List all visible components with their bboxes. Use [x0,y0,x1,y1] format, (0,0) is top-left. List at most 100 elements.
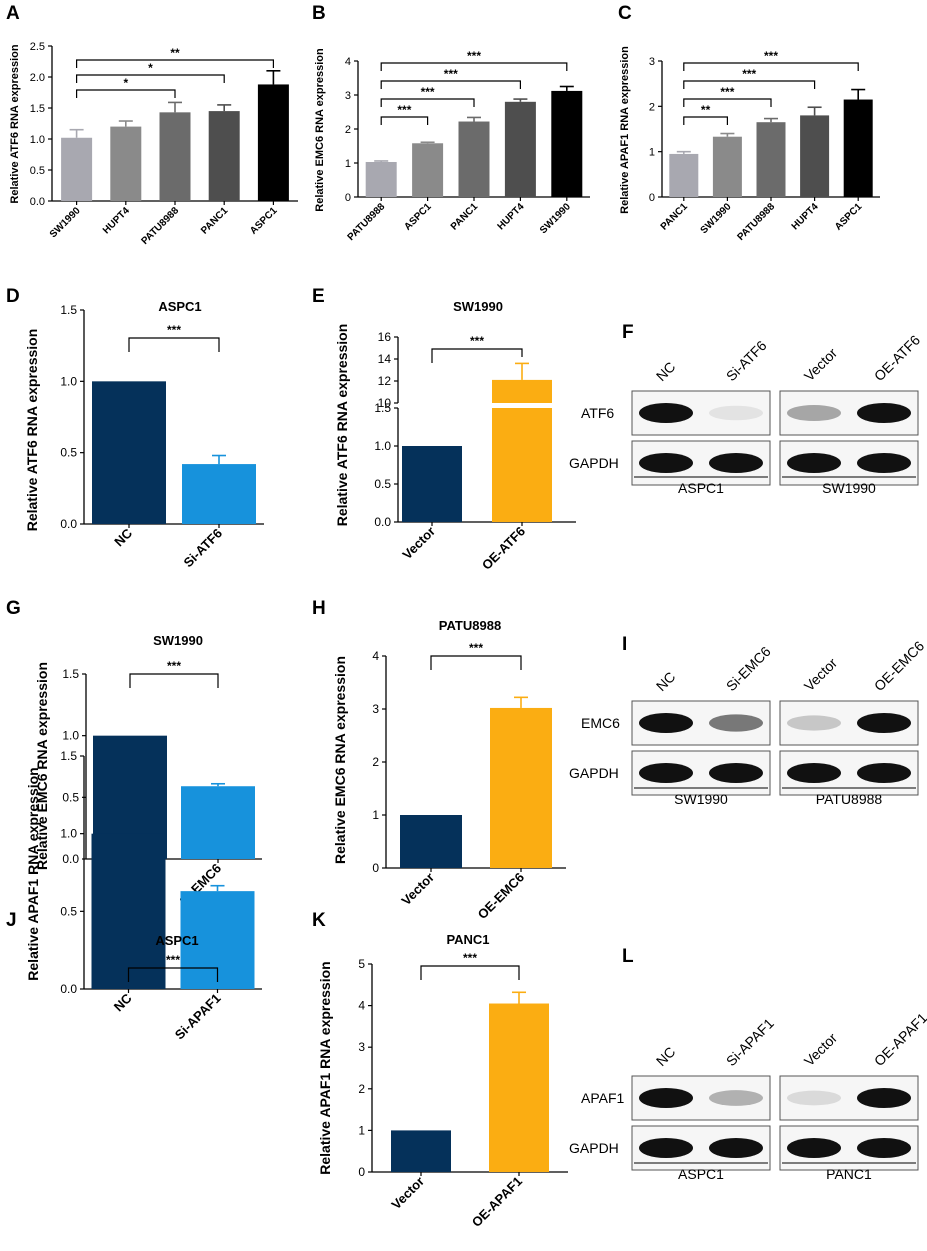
ytick-label-a-2: 1.0 [30,134,45,146]
blot-cellline-l-1: PANC1 [826,1166,872,1182]
ylabel-k: Relative APAF1 RNA expression [317,961,333,1174]
bar-c-4 [843,99,873,197]
bar-e-1-upper [492,379,552,403]
sig-bracket-c-1 [683,98,772,107]
xtick-label-b-0: PATU8988 [346,201,388,243]
ytick-label-e-hi-2: 14 [378,352,392,366]
western-blots: ATF6 GAPDH NC Si-ATF6 Vector OE-ATF6 ASPC1 SW19… [569,332,927,1182]
blot-lane-f-0: NC [653,358,679,384]
blot-band-f-0-0 [639,403,693,423]
panel-letter-l: L [622,946,634,967]
ytick-label-d-0: 0.0 [60,517,77,531]
xtick-label-k-1: OE-APAF1 [469,1174,525,1230]
ytick-label-j-2: 1.0 [60,827,77,841]
xtick-label-j-0: NC [111,990,135,1014]
ytick-label-a-4: 2.0 [30,72,45,84]
bar-d-0 [92,381,166,524]
sig-label-c-0: ** [701,103,711,117]
sig-bracket-a-2 [76,59,274,68]
sig-label-b-1: *** [421,85,435,99]
sig-label-k-0: *** [463,951,477,965]
bar-c-1 [712,136,742,197]
xtick-label-e-0: Vector [399,524,438,563]
ytick-label-e-hi-0: 10 [378,396,392,410]
ytick-label-c-1: 1 [649,147,655,159]
ytick-label-e-lo-0: 0.0 [374,515,391,529]
chart-title-d: ASPC1 [158,299,201,314]
chart-j: 0.0 0.5 1.0 1.5 NC Si-APAF1 Relative APAF1 RNA… [25,749,262,1042]
ylabel-d: Relative ATF6 RNA expression [24,329,40,532]
ytick-label-g-3: 1.5 [62,667,79,681]
blot-protein-i-0: EMC6 [581,715,620,731]
chart-b: 0 1 2 3 4 PATU8988 ASPC1 PANC1 HUPT4 SW1990 Relati… [314,48,590,243]
sig-label-b-3: *** [467,49,481,63]
bar-a-1 [110,126,142,201]
xtick-label-d-1: Si-ATF6 [180,526,225,571]
xtick-label-h-0: Vector [398,870,437,909]
blot-protein-f-0: ATF6 [581,405,614,421]
panel-letter-g: G [6,598,21,619]
ytick-label-a-1: 0.5 [30,165,45,177]
chart-k: 0 1 2 3 4 5 Vector OE-APAF1 Relative APAF1 RNA e… [317,932,568,1230]
panel-letter-k: K [312,910,326,931]
xtick-label-b-2: PANC1 [449,201,481,233]
xtick-label-c-1: SW1990 [699,201,734,236]
bar-a-2 [159,112,191,201]
ytick-label-h-3: 3 [372,702,379,716]
blot-lane-i-2: Vector [801,655,841,695]
ytick-label-j-1: 0.5 [60,904,77,918]
sig-label-j-0: *** [166,953,180,967]
panel-letter-e: E [312,286,325,307]
xtick-label-d-0: NC [111,525,135,549]
panel-letter-j: J [6,910,17,931]
blot-lane-i-0: NC [653,668,679,694]
bar-k-0 [391,1130,451,1172]
sig-label-a-2: ** [170,46,180,60]
chart-title-h: PATU8988 [439,618,501,633]
ytick-label-e-hi-3: 16 [378,330,392,344]
bar-k-1 [489,1003,549,1172]
xtick-label-k-0: Vector [388,1174,427,1213]
blot-band-f-0-2 [787,404,841,422]
bar-b-0 [365,161,397,197]
ylabel-j: Relative APAF1 RNA expression [25,767,41,980]
bar-a-4 [257,84,289,201]
bar-e-0 [402,446,462,522]
bar-j-0 [91,833,166,989]
sig-bracket-k-0 [420,965,520,980]
ylabel-b: Relative EMC6 RNA expression [314,48,326,212]
blot-lane-f-1: Si-ATF6 [723,337,770,384]
panel-letter-d: D [6,286,20,307]
blot-band-f-0-3 [857,403,911,423]
ylabel-a: Relative ATF6 RNA expression [9,44,21,203]
panel-letter-i: I [622,634,627,655]
ytick-label-b-2: 2 [345,124,351,136]
sig-label-d-0: *** [167,323,181,337]
chart-c: 0 1 2 3 PANC1 SW1990 PATU8988 HUPT4 ASPC1 Relativ… [619,46,880,243]
ytick-label-a-3: 1.5 [30,103,45,115]
blot-cellline-l-0: ASPC1 [678,1166,724,1182]
sig-bracket-b-0 [380,116,429,125]
ytick-label-j-3: 1.5 [60,749,77,763]
ytick-label-k-2: 2 [358,1082,365,1096]
panel-letter-c: C [618,3,632,24]
ytick-label-b-1: 1 [345,158,351,170]
ytick-label-e-lo-3: 1.5 [374,401,391,415]
sig-label-b-2: *** [444,67,458,81]
blot-band-i-0-3 [857,713,911,733]
ytick-label-g-1: 0.5 [62,790,79,804]
blot-protein-l-0: APAF1 [581,1090,625,1106]
xtick-label-e-1: OE-ATF6 [479,524,528,573]
blot-lane-f-2: Vector [801,345,841,385]
sig-bracket-e-0 [431,348,523,363]
sig-bracket-a-0 [76,89,176,98]
blot-lane-l-0: NC [653,1043,679,1069]
xtick-label-a-4: ASPC1 [248,205,280,237]
blot-band-l-0-3 [857,1088,911,1108]
blot-lane-l-3: OE-APAF1 [871,1009,927,1069]
sig-bracket-c-2 [683,80,816,89]
blot-band-l-1-1 [709,1138,763,1158]
blot-protein-l-1: GAPDH [569,1140,619,1156]
blot-band-f-1-1 [709,453,763,473]
